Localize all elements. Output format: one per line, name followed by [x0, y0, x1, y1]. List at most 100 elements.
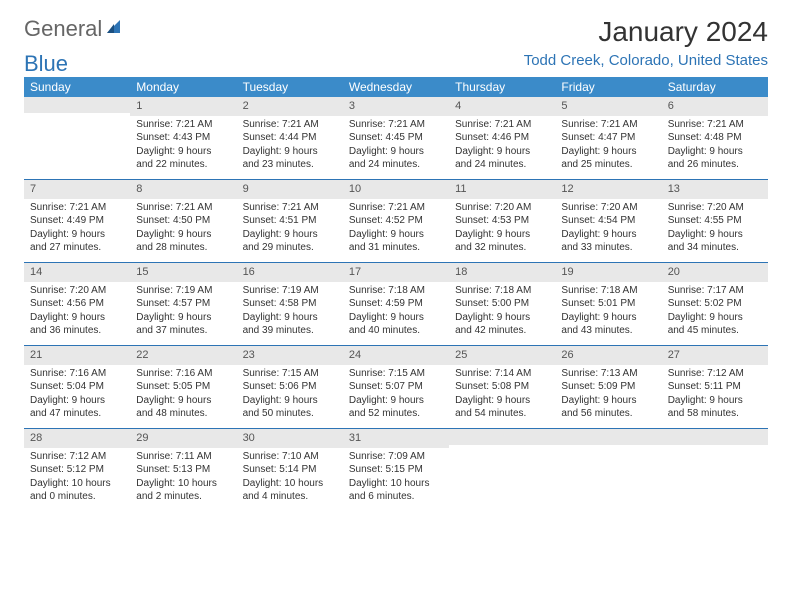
day-body: Sunrise: 7:18 AMSunset: 4:59 PMDaylight:… — [343, 284, 449, 338]
sunset-text: Sunset: 5:00 PM — [455, 297, 549, 311]
day-number: 15 — [130, 263, 236, 282]
daylight-text: Daylight: 9 hours and 48 minutes. — [136, 394, 230, 421]
sunrise-text: Sunrise: 7:16 AM — [30, 367, 124, 381]
daylight-text: Daylight: 9 hours and 22 minutes. — [136, 145, 230, 172]
day-cell: 17Sunrise: 7:18 AMSunset: 4:59 PMDayligh… — [343, 263, 449, 345]
weekday-thursday: Thursday — [449, 77, 555, 97]
daylight-text: Daylight: 10 hours and 0 minutes. — [30, 477, 124, 504]
sunset-text: Sunset: 4:55 PM — [668, 214, 762, 228]
daylight-text: Daylight: 9 hours and 47 minutes. — [30, 394, 124, 421]
day-number: 9 — [237, 180, 343, 199]
sunset-text: Sunset: 5:12 PM — [30, 463, 124, 477]
day-number: 16 — [237, 263, 343, 282]
day-number — [449, 429, 555, 445]
sunset-text: Sunset: 5:05 PM — [136, 380, 230, 394]
week-row: 14Sunrise: 7:20 AMSunset: 4:56 PMDayligh… — [24, 263, 768, 346]
day-cell: 8Sunrise: 7:21 AMSunset: 4:50 PMDaylight… — [130, 180, 236, 262]
sunrise-text: Sunrise: 7:20 AM — [561, 201, 655, 215]
day-body: Sunrise: 7:21 AMSunset: 4:51 PMDaylight:… — [237, 201, 343, 255]
sunset-text: Sunset: 4:50 PM — [136, 214, 230, 228]
day-cell: 4 Sunrise: 7:21 AMSunset: 4:46 PMDaylight… — [449, 97, 555, 179]
day-body: Sunrise: 7:21 AMSunset: 4:52 PMDaylight:… — [343, 201, 449, 255]
day-body: Sunrise: 7:21 AMSunset: 4:45 PMDaylight:… — [343, 118, 449, 172]
day-number: 20 — [662, 263, 768, 282]
day-body: Sunrise: 7:21 AMSunset: 4:49 PMDaylight:… — [24, 201, 130, 255]
sunrise-text: Sunrise: 7:21 AM — [668, 118, 762, 132]
sunset-text: Sunset: 5:15 PM — [349, 463, 443, 477]
day-cell: 14Sunrise: 7:20 AMSunset: 4:56 PMDayligh… — [24, 263, 130, 345]
day-cell: 30Sunrise: 7:10 AMSunset: 5:14 PMDayligh… — [237, 429, 343, 511]
day-number: 28 — [24, 429, 130, 448]
sunrise-text: Sunrise: 7:21 AM — [455, 118, 549, 132]
day-body: Sunrise: 7:11 AMSunset: 5:13 PMDaylight:… — [130, 450, 236, 504]
sunrise-text: Sunrise: 7:18 AM — [455, 284, 549, 298]
day-body: Sunrise: 7:21 AMSunset: 4:47 PMDaylight:… — [555, 118, 661, 172]
day-number: 5 — [555, 97, 661, 116]
day-cell: 27 Sunrise: 7:12 AMSunset: 5:11 PMDayligh… — [662, 346, 768, 428]
daylight-text: Daylight: 9 hours and 26 minutes. — [668, 145, 762, 172]
day-cell: 23Sunrise: 7:15 AMSunset: 5:06 PMDayligh… — [237, 346, 343, 428]
sunset-text: Sunset: 4:54 PM — [561, 214, 655, 228]
daylight-text: Daylight: 9 hours and 58 minutes. — [668, 394, 762, 421]
day-body: Sunrise: 7:20 AMSunset: 4:53 PMDaylight:… — [449, 201, 555, 255]
day-number: 11 — [449, 180, 555, 199]
sunset-text: Sunset: 5:09 PM — [561, 380, 655, 394]
day-body: Sunrise: 7:16 AMSunset: 5:04 PMDaylight:… — [24, 367, 130, 421]
day-number — [662, 429, 768, 445]
day-cell — [662, 429, 768, 511]
sunrise-text: Sunrise: 7:21 AM — [136, 201, 230, 215]
day-body: Sunrise: 7:10 AMSunset: 5:14 PMDaylight:… — [237, 450, 343, 504]
day-number: 4 — [449, 97, 555, 116]
day-body: Sunrise: 7:19 AMSunset: 4:58 PMDaylight:… — [237, 284, 343, 338]
day-number: 26 — [555, 346, 661, 365]
day-cell: 7Sunrise: 7:21 AMSunset: 4:49 PMDaylight… — [24, 180, 130, 262]
daylight-text: Daylight: 9 hours and 33 minutes. — [561, 228, 655, 255]
day-body: Sunrise: 7:20 AMSunset: 4:54 PMDaylight:… — [555, 201, 661, 255]
day-body: Sunrise: 7:18 AMSunset: 5:01 PMDaylight:… — [555, 284, 661, 338]
sunset-text: Sunset: 4:47 PM — [561, 131, 655, 145]
sunrise-text: Sunrise: 7:12 AM — [668, 367, 762, 381]
day-cell: 6Sunrise: 7:21 AMSunset: 4:48 PMDaylight… — [662, 97, 768, 179]
sunrise-text: Sunrise: 7:20 AM — [668, 201, 762, 215]
day-cell: 11 Sunrise: 7:20 AMSunset: 4:53 PMDayligh… — [449, 180, 555, 262]
day-number: 13 — [662, 180, 768, 199]
daylight-text: Daylight: 9 hours and 50 minutes. — [243, 394, 337, 421]
day-number: 27 — [662, 346, 768, 365]
daylight-text: Daylight: 9 hours and 29 minutes. — [243, 228, 337, 255]
sunrise-text: Sunrise: 7:20 AM — [30, 284, 124, 298]
daylight-text: Daylight: 9 hours and 24 minutes. — [455, 145, 549, 172]
sunrise-text: Sunrise: 7:09 AM — [349, 450, 443, 464]
sunset-text: Sunset: 4:44 PM — [243, 131, 337, 145]
day-body: Sunrise: 7:21 AMSunset: 4:50 PMDaylight:… — [130, 201, 236, 255]
daylight-text: Daylight: 10 hours and 6 minutes. — [349, 477, 443, 504]
sunset-text: Sunset: 5:02 PM — [668, 297, 762, 311]
day-cell: 16 Sunrise: 7:19 AMSunset: 4:58 PMDayligh… — [237, 263, 343, 345]
sunrise-text: Sunrise: 7:17 AM — [668, 284, 762, 298]
weekday-wednesday: Wednesday — [343, 77, 449, 97]
day-number: 10 — [343, 180, 449, 199]
sunset-text: Sunset: 4:58 PM — [243, 297, 337, 311]
daylight-text: Daylight: 9 hours and 34 minutes. — [668, 228, 762, 255]
day-body: Sunrise: 7:21 AMSunset: 4:44 PMDaylight:… — [237, 118, 343, 172]
day-body: Sunrise: 7:20 AMSunset: 4:56 PMDaylight:… — [24, 284, 130, 338]
day-number: 21 — [24, 346, 130, 365]
sunrise-text: Sunrise: 7:15 AM — [243, 367, 337, 381]
logo-sail-icon — [105, 16, 123, 42]
day-cell: 1Sunrise: 7:21 AMSunset: 4:43 PMDaylight… — [130, 97, 236, 179]
weekday-tuesday: Tuesday — [237, 77, 343, 97]
sunset-text: Sunset: 5:08 PM — [455, 380, 549, 394]
day-cell: 31Sunrise: 7:09 AMSunset: 5:15 PMDayligh… — [343, 429, 449, 511]
weekday-monday: Monday — [130, 77, 236, 97]
weekday-friday: Friday — [555, 77, 661, 97]
sunset-text: Sunset: 5:11 PM — [668, 380, 762, 394]
logo: General — [24, 16, 124, 42]
day-cell: 5 Sunrise: 7:21 AMSunset: 4:47 PMDaylight… — [555, 97, 661, 179]
calendar-page: General January 2024 Blue Todd Creek, Co… — [0, 0, 792, 523]
day-body: Sunrise: 7:12 AMSunset: 5:11 PMDaylight:… — [662, 367, 768, 421]
day-body: Sunrise: 7:17 AMSunset: 5:02 PMDaylight:… — [662, 284, 768, 338]
sunrise-text: Sunrise: 7:21 AM — [561, 118, 655, 132]
day-cell: 26Sunrise: 7:13 AMSunset: 5:09 PMDayligh… — [555, 346, 661, 428]
sunset-text: Sunset: 5:01 PM — [561, 297, 655, 311]
day-body: Sunrise: 7:21 AMSunset: 4:48 PMDaylight:… — [662, 118, 768, 172]
sunset-text: Sunset: 4:46 PM — [455, 131, 549, 145]
